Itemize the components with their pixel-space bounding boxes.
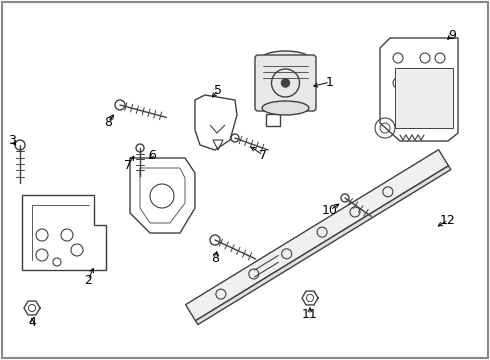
Ellipse shape — [262, 101, 309, 115]
Circle shape — [281, 79, 290, 87]
Text: 3: 3 — [8, 134, 16, 147]
Text: 6: 6 — [148, 149, 156, 162]
Text: 5: 5 — [214, 84, 222, 96]
Text: 7: 7 — [124, 158, 132, 171]
Polygon shape — [186, 150, 448, 321]
Text: 7: 7 — [259, 149, 267, 162]
Text: 12: 12 — [440, 213, 456, 226]
Text: 4: 4 — [28, 315, 36, 328]
Text: 10: 10 — [322, 203, 338, 216]
Text: 8: 8 — [104, 116, 112, 129]
Text: 9: 9 — [448, 28, 456, 41]
Ellipse shape — [262, 51, 309, 65]
Text: 11: 11 — [302, 309, 318, 321]
Polygon shape — [196, 166, 451, 325]
Text: 8: 8 — [211, 252, 219, 265]
Text: 2: 2 — [84, 274, 92, 287]
Polygon shape — [395, 68, 453, 128]
FancyBboxPatch shape — [255, 55, 316, 111]
Text: 1: 1 — [326, 76, 334, 89]
